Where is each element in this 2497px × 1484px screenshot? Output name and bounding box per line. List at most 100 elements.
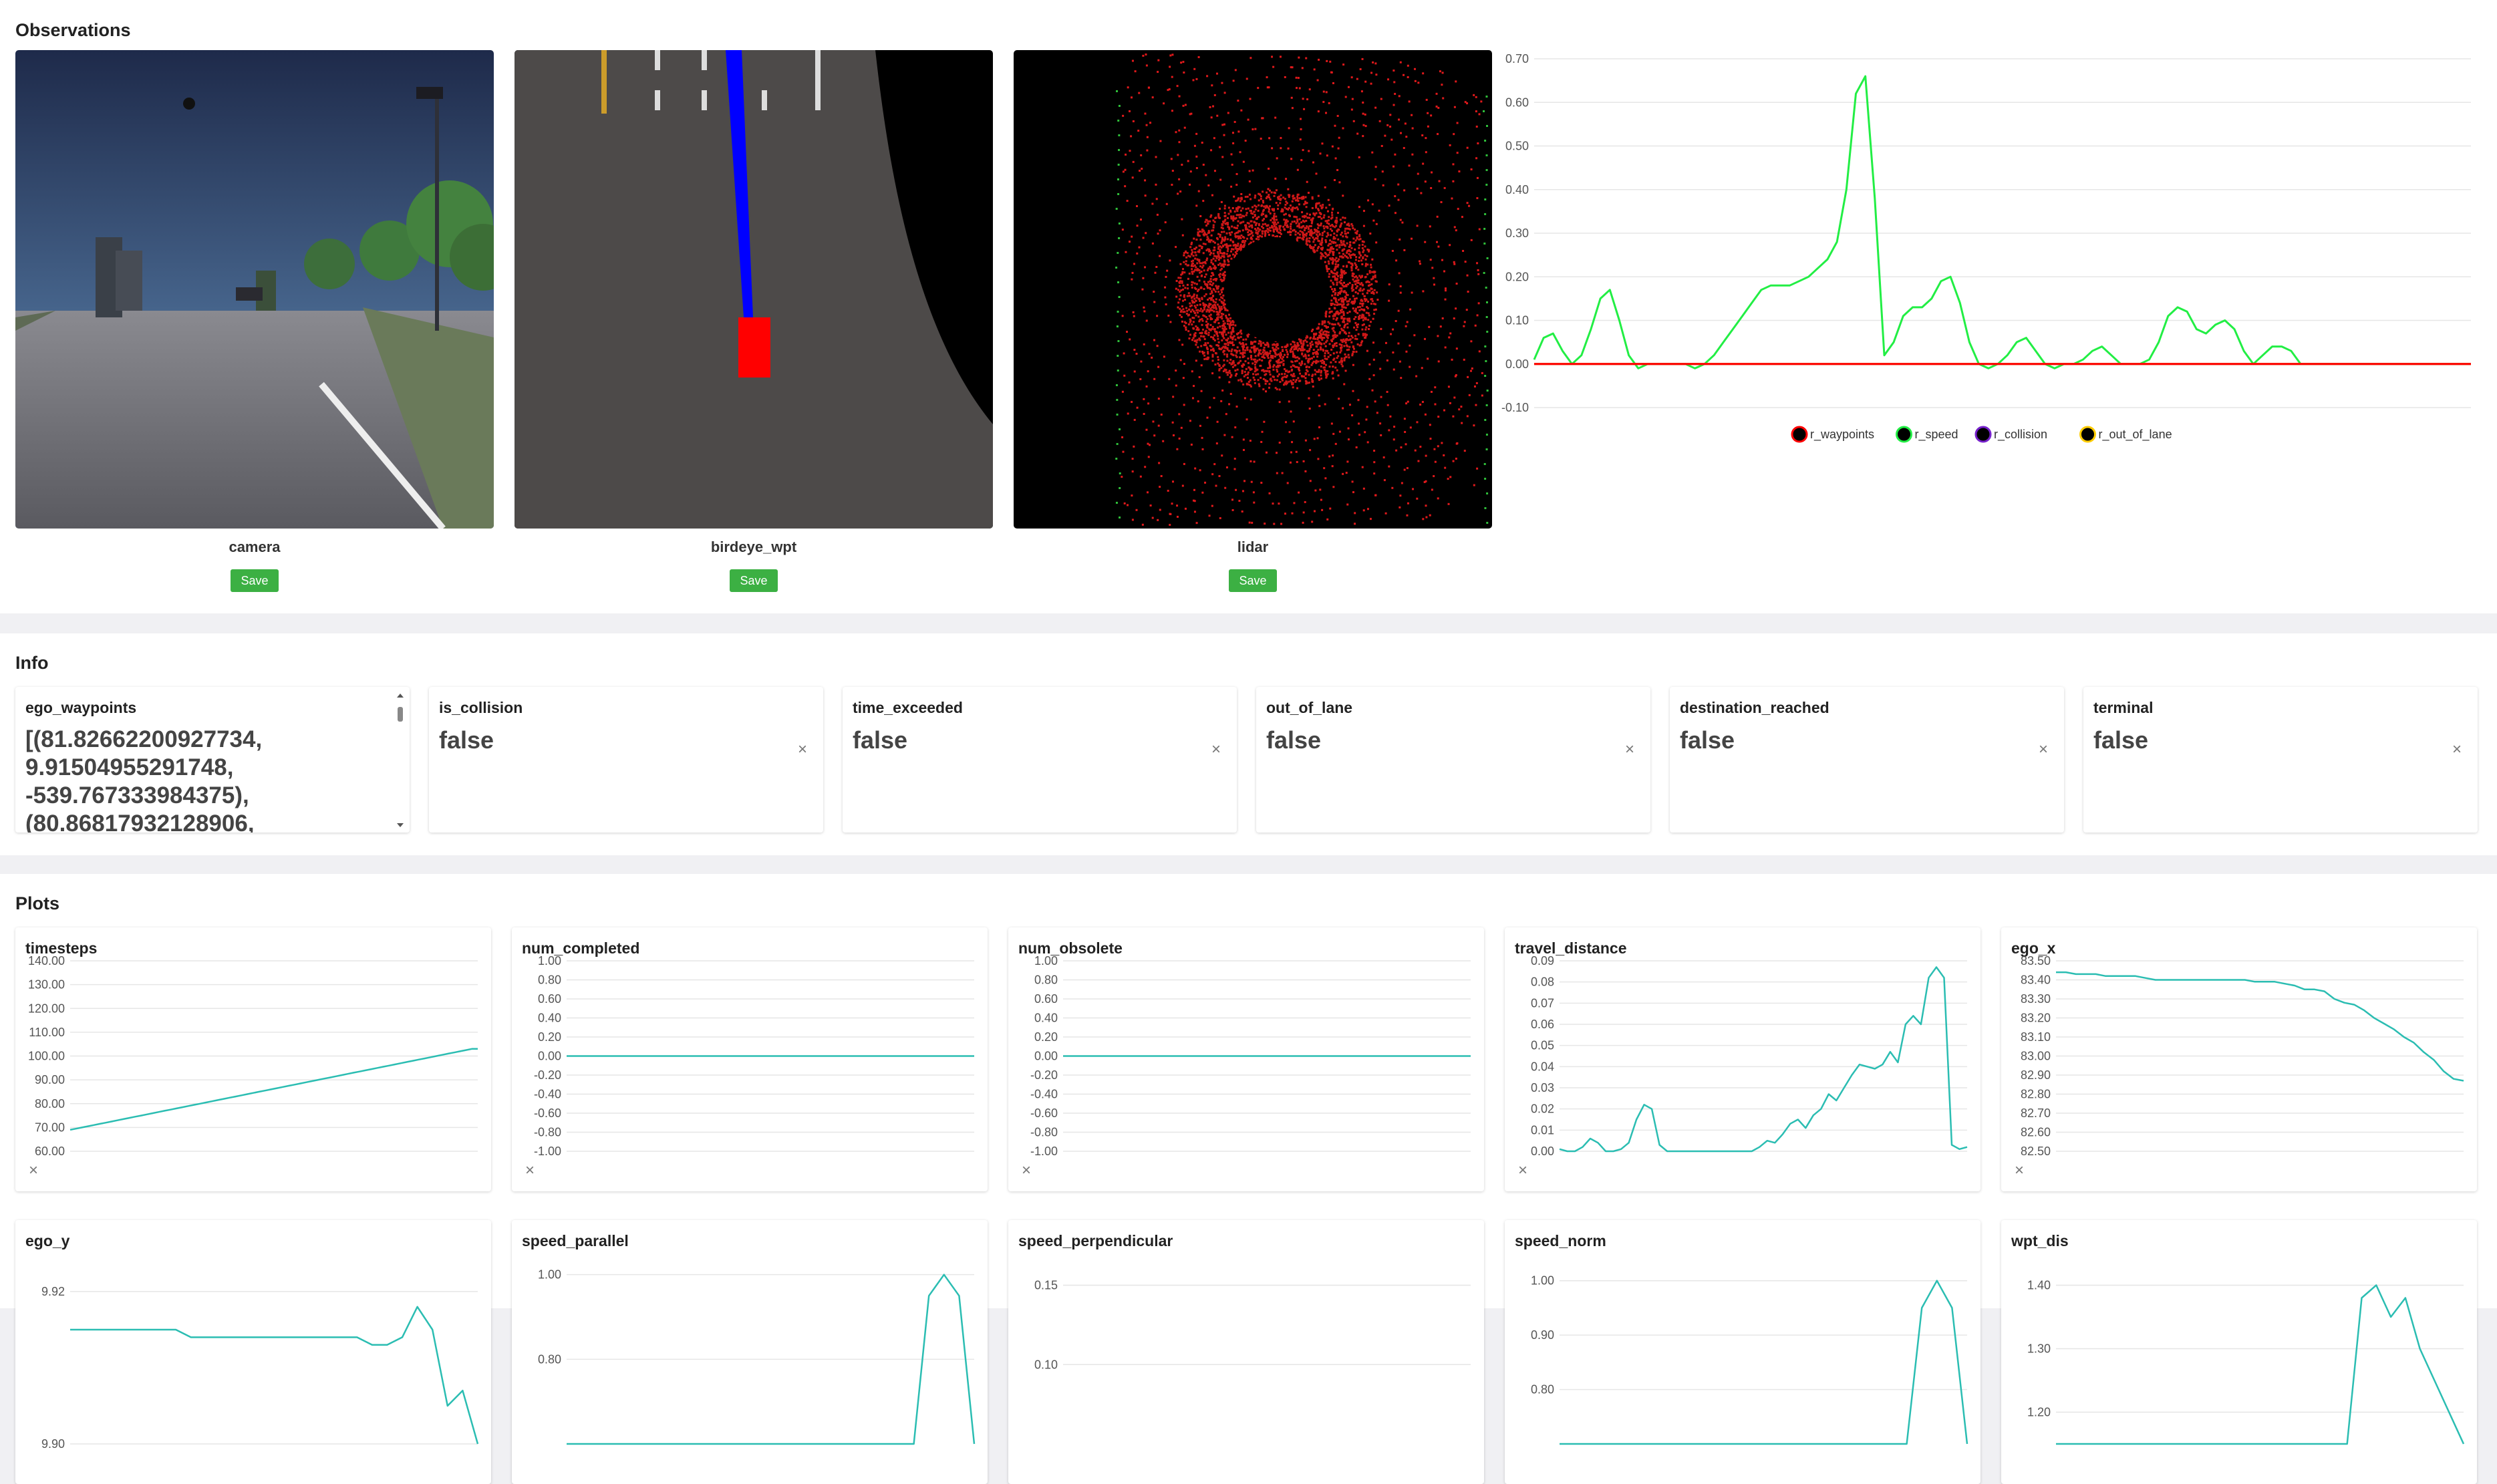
lidar-point	[1223, 277, 1226, 280]
lidar-point	[1208, 514, 1211, 517]
lidar-point	[1317, 110, 1320, 113]
lidar-point	[1352, 237, 1355, 240]
y-tick-label: 90.00	[35, 1073, 65, 1086]
lidar-point	[1203, 337, 1206, 340]
close-icon[interactable]: ×	[1624, 740, 1634, 758]
close-icon[interactable]: ×	[1518, 1161, 1528, 1179]
lidar-point	[1213, 310, 1215, 313]
lidar-point	[1333, 275, 1336, 278]
lidar-point	[1117, 164, 1120, 166]
lidar-point	[1193, 311, 1196, 314]
lidar-point	[1321, 339, 1324, 341]
lidar-point	[1320, 365, 1322, 367]
lidar-point	[1193, 144, 1196, 147]
lidar-point	[1302, 340, 1305, 343]
lidar-point	[1234, 364, 1237, 367]
lidar-point	[1332, 327, 1335, 329]
lidar-point	[1203, 281, 1205, 283]
lidar-point	[1115, 267, 1118, 269]
legend-item-r_collision[interactable]: r_collision	[1974, 426, 2047, 443]
legend-item-r_out_of_lane[interactable]: r_out_of_lane	[2079, 426, 2172, 443]
legend-swatch	[2079, 426, 2096, 443]
lidar-point	[1234, 324, 1237, 327]
lidar-point	[1136, 252, 1139, 255]
close-icon[interactable]: ×	[29, 1161, 39, 1179]
lidar-point	[1351, 480, 1354, 483]
lidar-point	[1320, 222, 1322, 225]
lidar-point	[1212, 240, 1215, 243]
close-icon[interactable]: ×	[2015, 1161, 2025, 1179]
lidar-point	[1332, 275, 1334, 278]
lidar-point	[1340, 309, 1342, 312]
lidar-point	[1336, 168, 1339, 171]
lidar-point	[1299, 237, 1302, 239]
lidar-point	[1342, 301, 1345, 303]
lidar-point	[1327, 198, 1330, 201]
lidar-point	[1180, 273, 1183, 276]
lidar-point	[1465, 309, 1468, 311]
lidar-point	[1318, 341, 1321, 344]
lidar-point	[1226, 216, 1229, 219]
lidar-point	[1326, 154, 1328, 157]
lidar-point	[1439, 70, 1441, 73]
plot-card-travel-distance: travel_distance 0.09 0.08 0.07 0.06 0.05 0.04 0…	[1505, 927, 1980, 1191]
lidar-point	[1182, 311, 1185, 313]
lidar-point	[1338, 181, 1341, 184]
lidar-point	[1210, 116, 1213, 119]
legend-item-r_waypoints[interactable]: r_waypoints	[1791, 426, 1874, 443]
close-icon[interactable]: ×	[525, 1161, 535, 1179]
lidar-point	[1249, 440, 1252, 442]
close-icon[interactable]: ×	[1211, 740, 1221, 758]
save-birdeye-button[interactable]: Save	[730, 569, 778, 592]
lidar-point	[1470, 340, 1473, 343]
lidar-point	[1218, 474, 1221, 477]
lidar-point	[1217, 341, 1220, 343]
close-icon[interactable]: ×	[2452, 740, 2462, 758]
waypoints-scrollbar[interactable]	[395, 692, 406, 829]
lidar-point	[1203, 358, 1206, 361]
lidar-point	[1348, 320, 1351, 323]
close-icon[interactable]: ×	[797, 740, 807, 758]
lidar-point	[1312, 360, 1315, 363]
lidar-point	[1346, 503, 1349, 506]
lidar-point	[1274, 228, 1277, 231]
lidar-point	[1339, 218, 1342, 221]
lidar-point	[1266, 369, 1268, 372]
lidar-point	[1312, 380, 1314, 382]
lidar-point	[1331, 465, 1334, 468]
lidar-point	[1250, 230, 1252, 233]
lidar-point	[1215, 333, 1218, 335]
lidar-point	[1361, 466, 1364, 468]
lidar-point	[1326, 373, 1329, 376]
lidar-point	[1284, 222, 1287, 225]
plot-card-timesteps: timesteps 140.00 130.00 120.00 110.00 100.00 9…	[15, 927, 491, 1191]
lidar-point	[1175, 246, 1177, 249]
lidar-point	[1413, 334, 1416, 337]
lidar-point	[1331, 214, 1334, 216]
close-icon[interactable]: ×	[1022, 1161, 1032, 1179]
lidar-point	[1233, 121, 1236, 124]
lidar-point	[1241, 214, 1244, 217]
close-icon[interactable]: ×	[2038, 740, 2048, 758]
lidar-point	[1154, 271, 1157, 274]
lidar-point	[1338, 299, 1340, 301]
lidar-point	[1290, 96, 1293, 99]
save-camera-button[interactable]: Save	[231, 569, 279, 592]
lidar-point	[1224, 263, 1227, 266]
lidar-point	[1212, 224, 1215, 227]
legend-item-r_speed[interactable]: r_speed	[1896, 426, 1958, 443]
lidar-point	[1183, 252, 1185, 255]
lidar-point	[1362, 257, 1364, 259]
lidar-point	[1360, 259, 1362, 262]
lidar-point	[1329, 353, 1332, 356]
lidar-point	[1326, 266, 1328, 269]
lidar-point	[1261, 359, 1264, 362]
lidar-point	[1354, 291, 1357, 293]
lidar-point	[1281, 345, 1284, 348]
lidar-point	[1227, 226, 1229, 229]
lidar-point	[1281, 472, 1284, 474]
lidar-point	[1115, 208, 1118, 210]
lidar-point	[1201, 317, 1203, 320]
save-lidar-button[interactable]: Save	[1229, 569, 1277, 592]
lidar-point	[1484, 198, 1487, 200]
